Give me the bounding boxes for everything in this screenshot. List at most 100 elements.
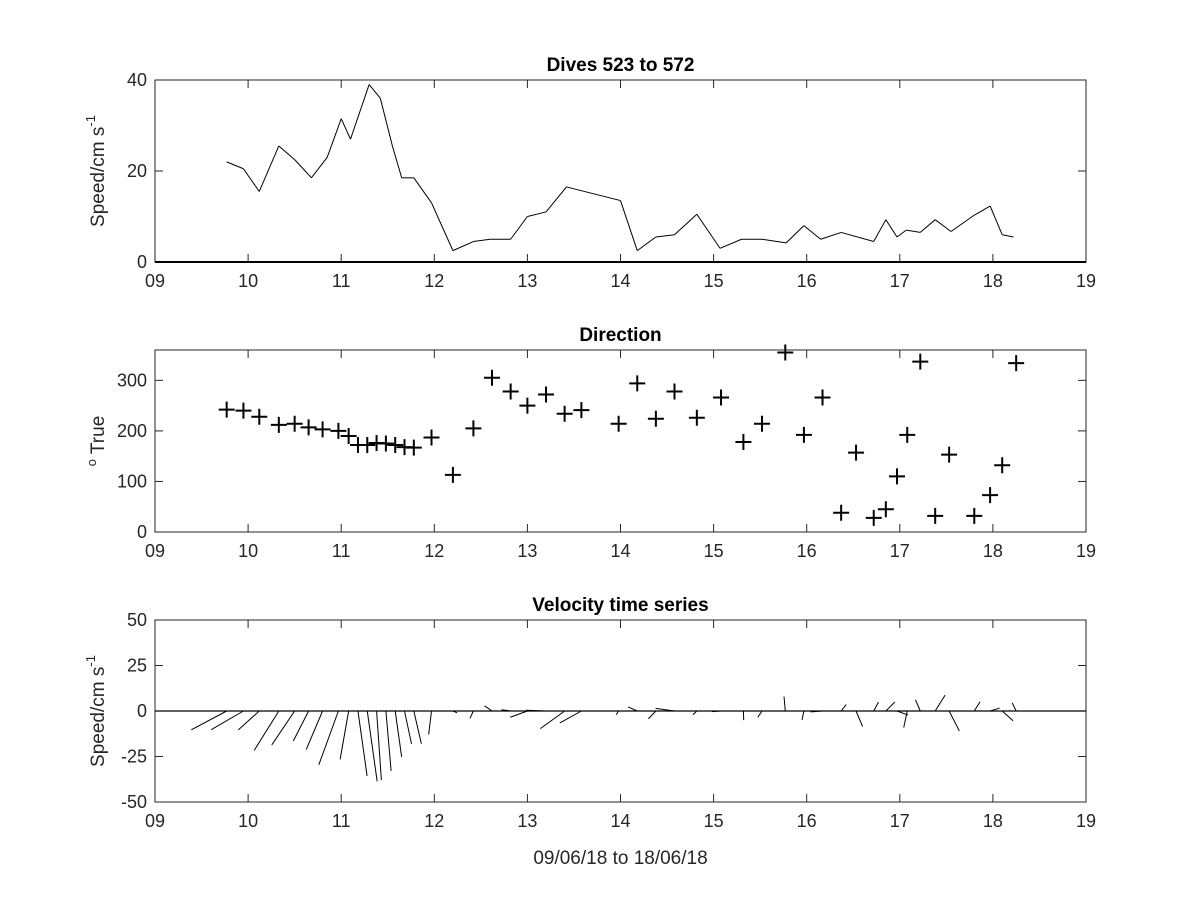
x-tick-label: 09 xyxy=(145,541,165,561)
velocity-stick xyxy=(873,701,879,712)
velocity-stick xyxy=(484,705,493,712)
chart-title: Velocity time series xyxy=(532,595,708,616)
velocity-stick xyxy=(840,704,847,712)
direction-point xyxy=(556,405,573,422)
speed-line-segment xyxy=(278,145,295,161)
x-tick-label: 10 xyxy=(238,541,258,561)
x-tick-label: 09 xyxy=(145,271,165,291)
y-tick-label: 0 xyxy=(137,522,147,542)
speed-line-segment xyxy=(896,229,907,238)
y-axis-label-text: True xyxy=(88,416,109,454)
x-tick-label: 18 xyxy=(983,811,1003,831)
x-tick-label: 15 xyxy=(704,271,724,291)
velocity-stick xyxy=(692,710,698,716)
y-axis-label: Speed/cm s-1 xyxy=(83,655,109,767)
direction-point xyxy=(405,439,422,456)
y-tick-label: 0 xyxy=(137,701,147,721)
speed-line-segment xyxy=(950,214,975,232)
speed-line-segment xyxy=(674,213,698,236)
direction-point xyxy=(899,426,916,443)
direction-point xyxy=(465,420,482,437)
speed-line-segment xyxy=(391,145,403,178)
velocity-stick xyxy=(885,701,896,712)
velocity-stick xyxy=(647,710,657,720)
velocity-stick xyxy=(615,710,620,716)
direction-point xyxy=(387,437,404,454)
direction-point xyxy=(330,422,347,439)
direction-point xyxy=(994,457,1011,474)
x-tick-label: 09 xyxy=(145,811,165,831)
speed-line-segment xyxy=(785,225,805,244)
direction-point xyxy=(982,487,999,504)
velocity-stick xyxy=(973,701,981,712)
x-tick-label: 17 xyxy=(890,271,910,291)
direction-point xyxy=(573,402,590,419)
x-tick-label: 13 xyxy=(517,271,537,291)
direction-point xyxy=(941,446,958,463)
y-tick-label: 200 xyxy=(117,421,147,441)
velocity-stick xyxy=(540,710,565,730)
direction-point xyxy=(865,509,882,526)
velocity-stick xyxy=(292,710,310,742)
speed-chart: 09 10 11 12 13 14 15 16 17 18 19 0 20 40 Dives 523 to … xyxy=(83,55,1096,291)
velocity-stick xyxy=(385,710,392,771)
speed-line-segment xyxy=(258,145,280,192)
direction-point xyxy=(848,444,865,461)
x-tick-label: 15 xyxy=(704,811,724,831)
direction-point xyxy=(314,421,331,438)
speed-line-segment xyxy=(989,205,1003,235)
speed-line-segment xyxy=(326,118,342,158)
direction-point xyxy=(340,427,357,444)
y-axis-label-text: Speed/cm s xyxy=(88,127,109,227)
y-tick-label: -50 xyxy=(121,792,147,812)
y-axis-label-prefix: o xyxy=(84,459,99,466)
direction-point xyxy=(647,410,664,427)
x-tick-label: 10 xyxy=(238,271,258,291)
velocity-stick xyxy=(757,710,763,718)
direction-point xyxy=(270,416,287,433)
velocity-stick xyxy=(711,710,722,713)
velocity-stick xyxy=(989,707,1000,712)
x-tick-label: 12 xyxy=(424,541,444,561)
speed-line-segment xyxy=(655,234,675,238)
speed-line-segment xyxy=(906,229,921,233)
direction-point xyxy=(484,369,501,386)
direction-point xyxy=(610,415,627,432)
direction-point xyxy=(889,468,906,485)
x-tick-label: 17 xyxy=(890,811,910,831)
x-tick-label: 14 xyxy=(610,271,630,291)
speed-line-segment xyxy=(919,219,936,233)
x-tick-label: 18 xyxy=(983,541,1003,561)
speed-line-segment xyxy=(368,84,381,99)
direction-point xyxy=(423,429,440,446)
chart-title: Direction xyxy=(579,325,661,346)
direction-point xyxy=(218,401,235,418)
direction-point xyxy=(754,415,771,432)
velocity-stick xyxy=(501,709,511,712)
y-axis-label-superscript: -1 xyxy=(83,655,98,667)
x-tick-label: 10 xyxy=(238,811,258,831)
velocity-stick xyxy=(413,710,422,744)
direction-chart: 09 10 11 12 13 14 15 16 17 18 19 0 100 200 300 Directio… xyxy=(84,325,1096,561)
speed-line-segment xyxy=(452,241,474,252)
direction-point xyxy=(688,409,705,426)
speed-line-segment xyxy=(696,213,721,249)
speed-line-segment xyxy=(510,216,528,240)
direction-point xyxy=(502,383,519,400)
velocity-stick xyxy=(559,710,582,724)
velocity-stick xyxy=(318,710,339,766)
velocity-stick xyxy=(428,710,433,735)
speed-line-segment xyxy=(545,186,567,213)
speed-line-segment xyxy=(473,238,491,243)
direction-point xyxy=(1008,355,1025,372)
velocity-stick xyxy=(237,710,260,731)
x-axis-label: 09/06/18 to 18/06/18 xyxy=(533,848,707,869)
direction-point xyxy=(713,389,730,406)
velocity-stick xyxy=(1001,710,1014,722)
direction-point xyxy=(444,466,461,483)
direction-point xyxy=(814,389,831,406)
direction-point xyxy=(538,386,555,403)
speed-line-segment xyxy=(311,157,328,179)
y-tick-label: 100 xyxy=(117,471,147,491)
